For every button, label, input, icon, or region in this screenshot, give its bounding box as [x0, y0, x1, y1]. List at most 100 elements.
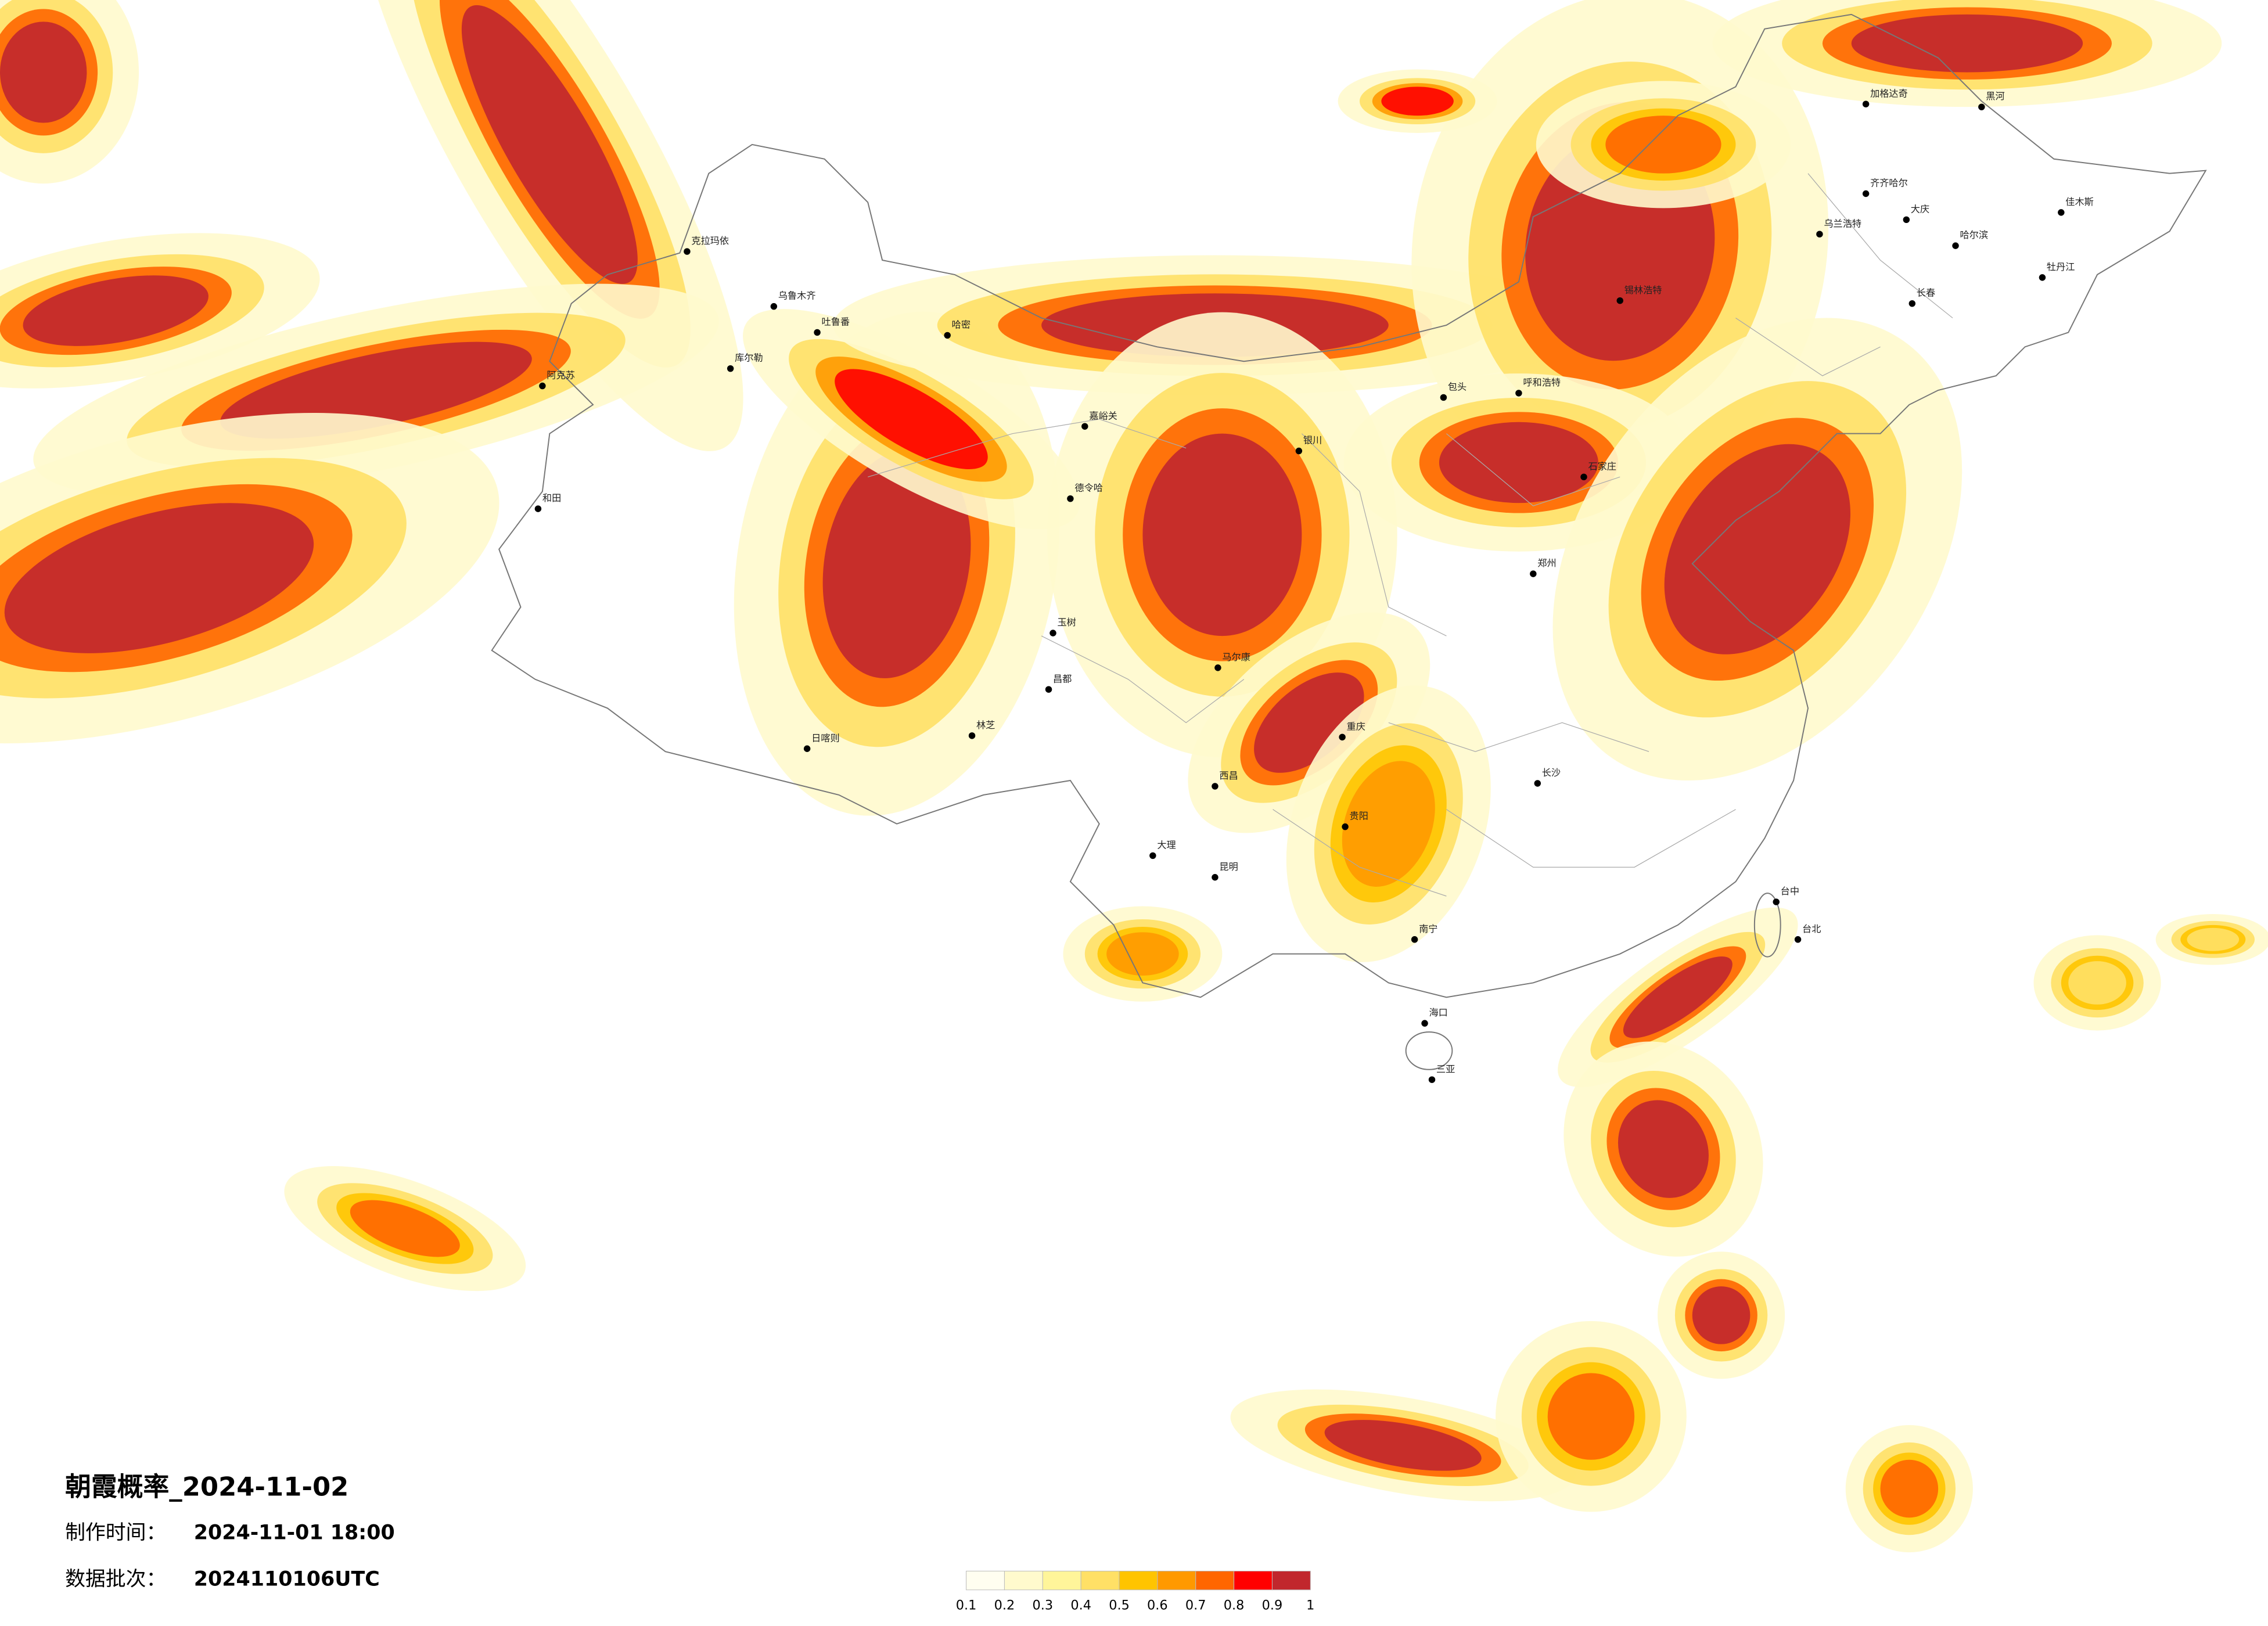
colorbar-swatch — [1157, 1570, 1196, 1591]
city-dot — [1428, 1076, 1436, 1083]
city-label: 牡丹江 — [2047, 261, 2075, 272]
heat-region — [1623, 956, 1733, 1038]
colorbar-swatch — [1004, 1570, 1043, 1591]
city-dot — [814, 329, 821, 336]
heat-region — [1692, 1286, 1751, 1344]
taiwan-outline — [1753, 893, 1781, 958]
colorbar-tick-label: 0.4 — [1070, 1598, 1091, 1613]
city-dot — [944, 332, 951, 339]
country-borders — [491, 13, 2207, 1070]
city-dot — [1978, 103, 1985, 110]
city-dot — [1149, 852, 1156, 859]
colorbar-tick-label: 0.5 — [1109, 1598, 1130, 1613]
china-outline — [491, 13, 2207, 998]
city-label: 包头 — [1448, 382, 1467, 393]
city-dot — [1794, 936, 1802, 943]
heat-region — [822, 449, 971, 678]
city-label: 加格达奇 — [1870, 88, 1908, 99]
city-dot — [1773, 898, 1780, 905]
colorbar-tick-label: 0.1 — [956, 1598, 977, 1613]
heat-region — [1851, 14, 2083, 73]
city-label: 大理 — [1157, 840, 1176, 851]
city-label: 长春 — [1917, 287, 1935, 298]
heat-region — [4, 503, 314, 653]
batch-value: 2024110106UTC — [194, 1567, 380, 1591]
city-label: 吐鲁番 — [822, 316, 850, 328]
heat-region — [1439, 422, 1598, 503]
city-label: 贵阳 — [1350, 811, 1368, 822]
colorbar-tick-label: 0.3 — [1032, 1598, 1053, 1613]
colorbar-swatch — [1271, 1570, 1311, 1591]
colorbar-tick-label: 0.8 — [1224, 1598, 1245, 1613]
city-label: 昌都 — [1053, 673, 1072, 684]
colorbar-tick-label: 0.2 — [994, 1598, 1015, 1613]
colorbar-tick-label: 0.9 — [1262, 1598, 1283, 1613]
city-dot — [534, 505, 542, 512]
city-label: 重庆 — [1347, 721, 1365, 732]
city-label: 大庆 — [1911, 203, 1929, 214]
heat-region — [1664, 444, 1850, 654]
colorbar-swatch — [1080, 1570, 1120, 1591]
colorbar: 0.1 0.2 0.3 0.4 0.5 0.6 0.7 0.8 0.9 1 — [956, 1570, 1314, 1613]
city-dot — [1440, 394, 1447, 401]
city-dot — [1081, 423, 1088, 430]
city-dot — [684, 248, 691, 255]
heat-region — [1142, 433, 1302, 636]
heat-region — [461, 5, 638, 284]
province-borders — [868, 173, 1953, 897]
city-dot — [539, 382, 546, 390]
city-dot — [1952, 242, 1959, 249]
city-label: 三亚 — [1436, 1063, 1455, 1074]
city-label: 克拉玛依 — [691, 235, 729, 246]
colorbar-swatch — [1042, 1570, 1081, 1591]
city-dot — [1908, 300, 1916, 307]
heat-region — [0, 21, 87, 123]
heat-region — [1547, 1373, 1635, 1460]
heat-region — [2068, 961, 2126, 1005]
city-dot — [2058, 209, 2065, 216]
city-label: 呼和浩特 — [1523, 377, 1561, 388]
city-label: 哈密 — [952, 319, 971, 330]
city-dot — [1411, 936, 1418, 943]
heat-region — [23, 275, 209, 346]
city-dot — [727, 365, 734, 372]
colorbar-tick-label: 0.6 — [1147, 1598, 1168, 1613]
city-dot — [1421, 1020, 1428, 1027]
colorbar-swatch — [966, 1570, 1005, 1591]
city-label: 黑河 — [1986, 91, 2004, 102]
heat-region — [1605, 116, 1721, 174]
city-dot — [2039, 274, 2046, 281]
city-label: 郑州 — [1537, 557, 1556, 569]
city-label: 和田 — [542, 492, 561, 503]
city-label: 南宁 — [1419, 923, 1437, 934]
heat-region — [1106, 932, 1179, 976]
city-dot — [803, 745, 811, 752]
heat-region — [1342, 761, 1435, 887]
heat-region — [1618, 1100, 1709, 1198]
city-label: 昆明 — [1219, 861, 1238, 872]
city-dot — [1342, 823, 1349, 830]
city-label: 齐齐哈尔 — [1870, 178, 1908, 189]
batch-label: 数据批次： — [65, 1567, 166, 1591]
city-label: 石家庄 — [1588, 461, 1616, 472]
city-label: 阿克苏 — [547, 370, 575, 381]
city-label: 马尔康 — [1222, 652, 1250, 663]
heat-region — [1381, 87, 1454, 116]
city-dot — [1816, 231, 1823, 238]
city-label: 库尔勒 — [735, 352, 763, 364]
city-label: 长沙 — [1542, 767, 1561, 778]
city-dot — [770, 303, 778, 310]
heat-layer — [0, 0, 2268, 1553]
colorbar-swatch — [1195, 1570, 1235, 1591]
city-dot — [1049, 629, 1056, 636]
city-label: 哈尔滨 — [1960, 229, 1988, 240]
city-dot — [1903, 216, 1910, 224]
city-label: 台中 — [1781, 886, 1799, 897]
city-dot — [1045, 686, 1052, 693]
city-label: 乌兰浩特 — [1824, 218, 1861, 229]
city-label: 台北 — [1802, 923, 1821, 934]
city-label: 佳木斯 — [2065, 196, 2094, 207]
